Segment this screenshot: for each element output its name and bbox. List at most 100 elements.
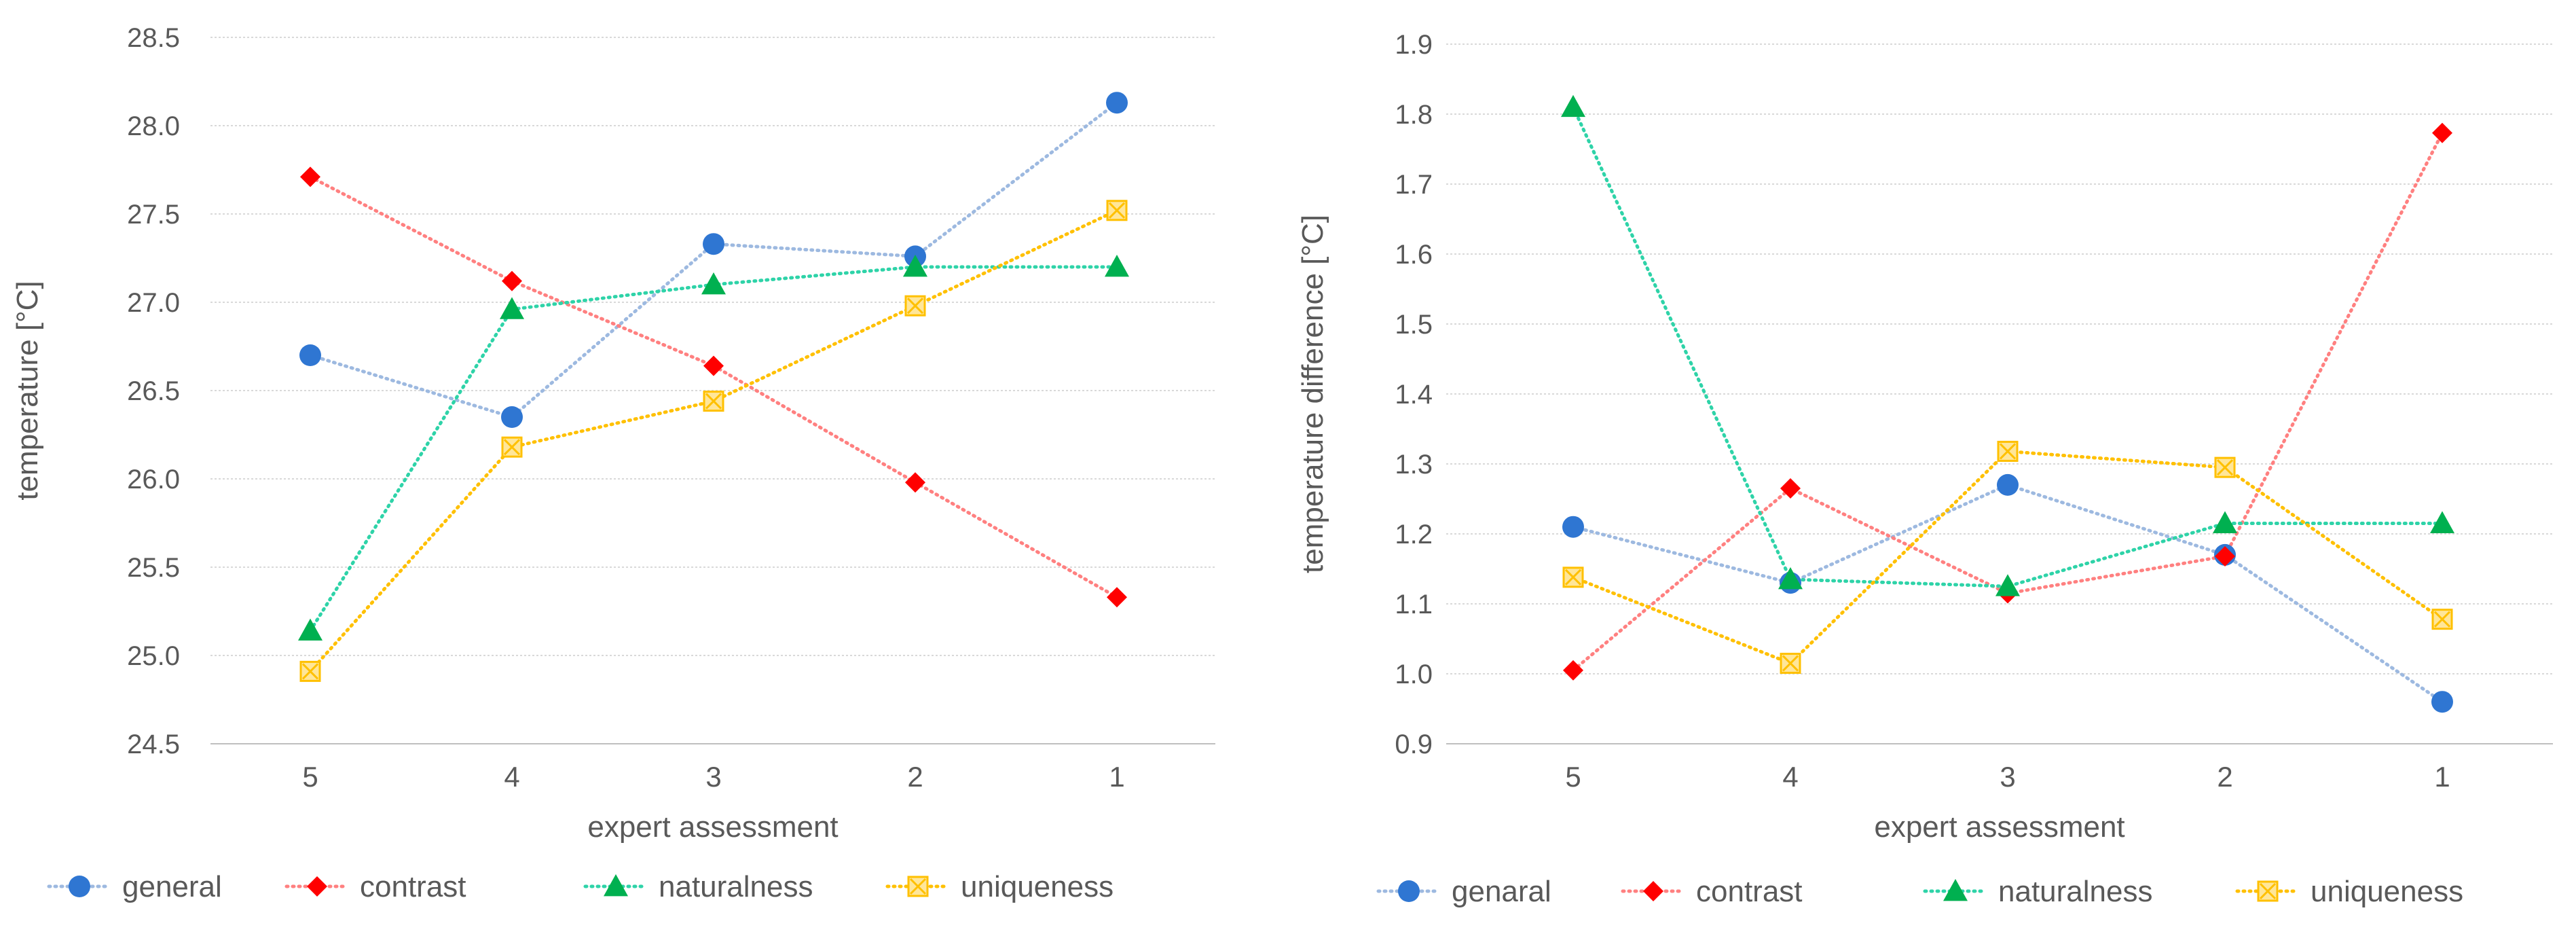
- data-point-contrast: [2215, 545, 2235, 566]
- data-point-uniqueness: [2431, 609, 2453, 630]
- y-tick-label: 1.5: [1395, 310, 1433, 340]
- data-point-genaral: [1562, 516, 1584, 538]
- legend-label: contrast: [1696, 875, 1803, 908]
- y-tick-label: 1.4: [1395, 380, 1433, 410]
- legend-item-general: general: [47, 870, 222, 903]
- data-point-naturalness: [2430, 511, 2454, 533]
- x-tick-label: 4: [1782, 761, 1798, 793]
- data-point-genaral: [1997, 473, 2019, 496]
- y-tick-label: 26.0: [127, 465, 180, 494]
- data-point-contrast: [1780, 478, 1801, 499]
- data-point-general: [299, 344, 321, 366]
- y-tick-label: 1.6: [1395, 240, 1433, 270]
- data-point-general: [501, 406, 523, 428]
- data-point-contrast: [1563, 660, 1583, 681]
- y-tick-label: 1.8: [1395, 100, 1433, 130]
- legend-marker: [907, 876, 929, 897]
- legend-marker: [1398, 880, 1420, 902]
- legend: general contrast naturalness uniqueness: [47, 870, 1114, 903]
- legend-item-contrast: contrast: [284, 870, 466, 903]
- y-tick-label: 27.5: [127, 200, 180, 230]
- y-axis-title: temperature [°C]: [11, 281, 44, 500]
- legend-item-genaral: genaral: [1376, 875, 1551, 908]
- data-point-naturalness: [1561, 94, 1585, 118]
- data-point-uniqueness: [904, 295, 926, 317]
- x-tick-label: 5: [1565, 761, 1581, 793]
- y-tick-label: 25.5: [127, 553, 180, 583]
- x-tick-label: 5: [302, 761, 318, 793]
- legend-label: contrast: [360, 870, 466, 903]
- legend-label: naturalness: [1998, 875, 2152, 908]
- legend-marker: [1643, 881, 1663, 901]
- x-tick-label: 3: [705, 761, 721, 793]
- y-tick-label: 1.0: [1395, 660, 1433, 689]
- series-line-naturalness: [308, 265, 1119, 633]
- y-tick-label: 25.0: [127, 641, 180, 671]
- x-tick-label: 1: [1109, 761, 1124, 793]
- legend-marker: [604, 874, 628, 897]
- x-axis-title: expert assessment: [1874, 810, 2124, 844]
- y-tick-label: 0.9: [1395, 730, 1433, 759]
- data-point-contrast: [1107, 587, 1127, 608]
- legend-item-contrast: contrast: [1621, 875, 1803, 908]
- data-point-uniqueness: [703, 391, 724, 412]
- data-point-uniqueness: [2214, 456, 2236, 478]
- legend-label: uniqueness: [2311, 875, 2463, 908]
- legend-marker: [2257, 880, 2279, 902]
- data-point-naturalness: [298, 618, 323, 641]
- data-point-naturalness: [1105, 255, 1129, 277]
- y-tick-label: 28.0: [127, 111, 180, 141]
- legend-label: naturalness: [659, 870, 813, 903]
- data-point-uniqueness: [299, 660, 321, 682]
- data-point-contrast: [703, 355, 724, 376]
- x-tick-label: 4: [504, 761, 519, 793]
- data-point-uniqueness: [1997, 440, 2019, 462]
- data-point-general: [1106, 92, 1128, 114]
- chart-1: 24.5 25.0 25.5 26.0 26.5 27.0 27.5 28.0 28.5 5 4 3 2…: [11, 23, 1215, 903]
- data-point-naturalness: [500, 297, 524, 319]
- data-point-uniqueness: [1780, 653, 1801, 674]
- y-tick-label: 26.5: [127, 376, 180, 406]
- data-point-contrast: [2432, 122, 2452, 143]
- y-tick-label: 27.0: [127, 288, 180, 318]
- data-point-naturalness: [1995, 574, 2020, 596]
- data-point-uniqueness: [501, 436, 523, 458]
- x-tick-label: 1: [2434, 761, 2450, 793]
- x-tick-label: 2: [907, 761, 923, 793]
- legend-label: general: [122, 870, 222, 903]
- legend-label: genaral: [1452, 875, 1551, 908]
- y-tick-label: 1.9: [1395, 30, 1433, 60]
- legend-item-uniqueness: uniqueness: [885, 870, 1114, 903]
- data-point-naturalness: [903, 255, 927, 277]
- data-point-uniqueness: [1562, 566, 1584, 588]
- x-tick-label: 2: [2217, 761, 2232, 793]
- data-point-naturalness: [701, 272, 726, 295]
- y-tick-label: 1.1: [1395, 590, 1433, 619]
- data-point-contrast: [502, 270, 522, 291]
- chart-2: 0.9 1.0 1.1 1.2 1.3 1.4 1.5 1.6 1.7 1.8 1.9 5 4 3 2 1 ex…: [1296, 30, 2553, 908]
- x-tick-label: 3: [2000, 761, 2015, 793]
- legend-label: uniqueness: [961, 870, 1114, 903]
- legend-item-naturalness: naturalness: [583, 870, 813, 903]
- data-point-contrast: [905, 472, 925, 493]
- data-point-general: [703, 233, 724, 255]
- legend-marker: [307, 876, 327, 897]
- y-tick-label: 28.5: [127, 23, 180, 53]
- series-line-naturalness: [1571, 105, 2444, 588]
- data-point-genaral: [2431, 691, 2453, 713]
- y-tick-label: 24.5: [127, 730, 180, 759]
- y-axis-title: temperature difference [°C]: [1296, 215, 1329, 573]
- legend-marker: [69, 876, 90, 897]
- legend: genaral contrast naturalness uniqueness: [1376, 875, 2463, 908]
- legend-marker: [1943, 879, 1968, 901]
- data-point-uniqueness: [1106, 200, 1128, 221]
- data-point-naturalness: [1778, 566, 1803, 590]
- x-axis-title: expert assessment: [587, 810, 838, 844]
- data-point-contrast: [300, 166, 320, 187]
- y-tick-label: 1.3: [1395, 450, 1433, 480]
- data-point-naturalness: [2213, 511, 2237, 533]
- series-line-genaral: [1571, 483, 2444, 704]
- y-tick-label: 1.2: [1395, 520, 1433, 550]
- y-tick-label: 1.7: [1395, 170, 1433, 200]
